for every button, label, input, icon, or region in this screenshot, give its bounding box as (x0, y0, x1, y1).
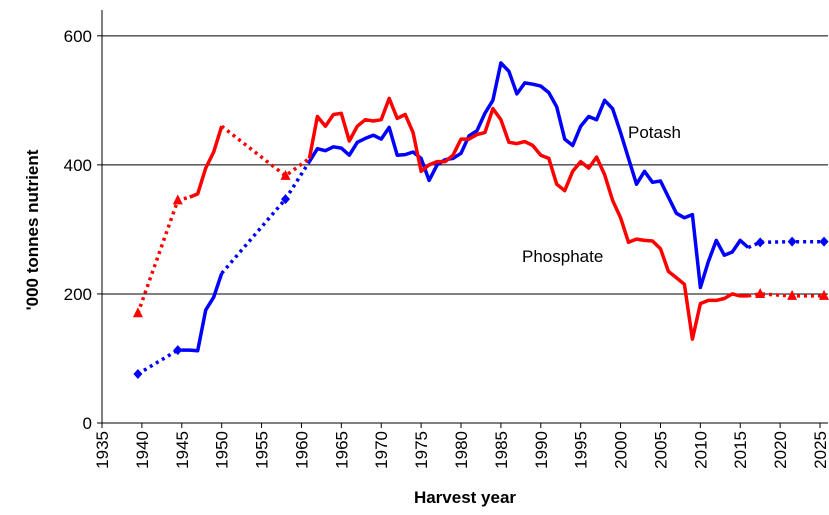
annotation: Potash (628, 123, 681, 142)
marker (173, 345, 183, 356)
x-tick-label: 2000 (612, 431, 631, 469)
marker (133, 368, 143, 379)
x-tick-label: 2020 (771, 431, 790, 469)
marker (819, 236, 829, 247)
marker (172, 194, 183, 205)
x-tick-label: 1955 (253, 431, 272, 469)
x-tick-label: 1980 (452, 431, 471, 469)
marker (280, 194, 290, 205)
marker (280, 169, 291, 180)
y-tick-label: 400 (64, 156, 92, 175)
marker (132, 307, 143, 318)
annotation: Phosphate (522, 247, 603, 266)
x-tick-label: 1960 (292, 431, 311, 469)
y-tick-label: 0 (83, 414, 92, 433)
series-line (189, 96, 749, 341)
marker (819, 289, 829, 300)
x-tick-label: 1965 (332, 431, 351, 469)
y-tick-label: 600 (64, 27, 92, 46)
marker (787, 289, 798, 300)
x-tick-label: 1945 (173, 431, 192, 469)
x-tick-label: 1940 (133, 431, 152, 469)
series-line (136, 124, 824, 314)
x-tick-label: 1975 (412, 431, 431, 469)
x-tick-label: 2005 (651, 431, 670, 469)
x-axis-title: Harvest year (414, 488, 516, 507)
x-tick-label: 1950 (213, 431, 232, 469)
series-line (181, 61, 750, 353)
x-tick-label: 2025 (811, 431, 829, 469)
y-axis-title: '000 tonnes nutrient (23, 149, 42, 310)
marker (787, 236, 797, 247)
x-tick-label: 1985 (492, 431, 511, 469)
x-tick-label: 2015 (731, 431, 750, 469)
marker (755, 287, 766, 298)
x-tick-label: 1970 (372, 431, 391, 469)
x-tick-label: 2010 (691, 431, 710, 469)
x-tick-label: 1995 (572, 431, 591, 469)
y-tick-label: 200 (64, 285, 92, 304)
series-line (137, 160, 824, 376)
x-tick-label: 1935 (93, 431, 112, 469)
x-tick-label: 1990 (532, 431, 551, 469)
marker (755, 237, 765, 248)
